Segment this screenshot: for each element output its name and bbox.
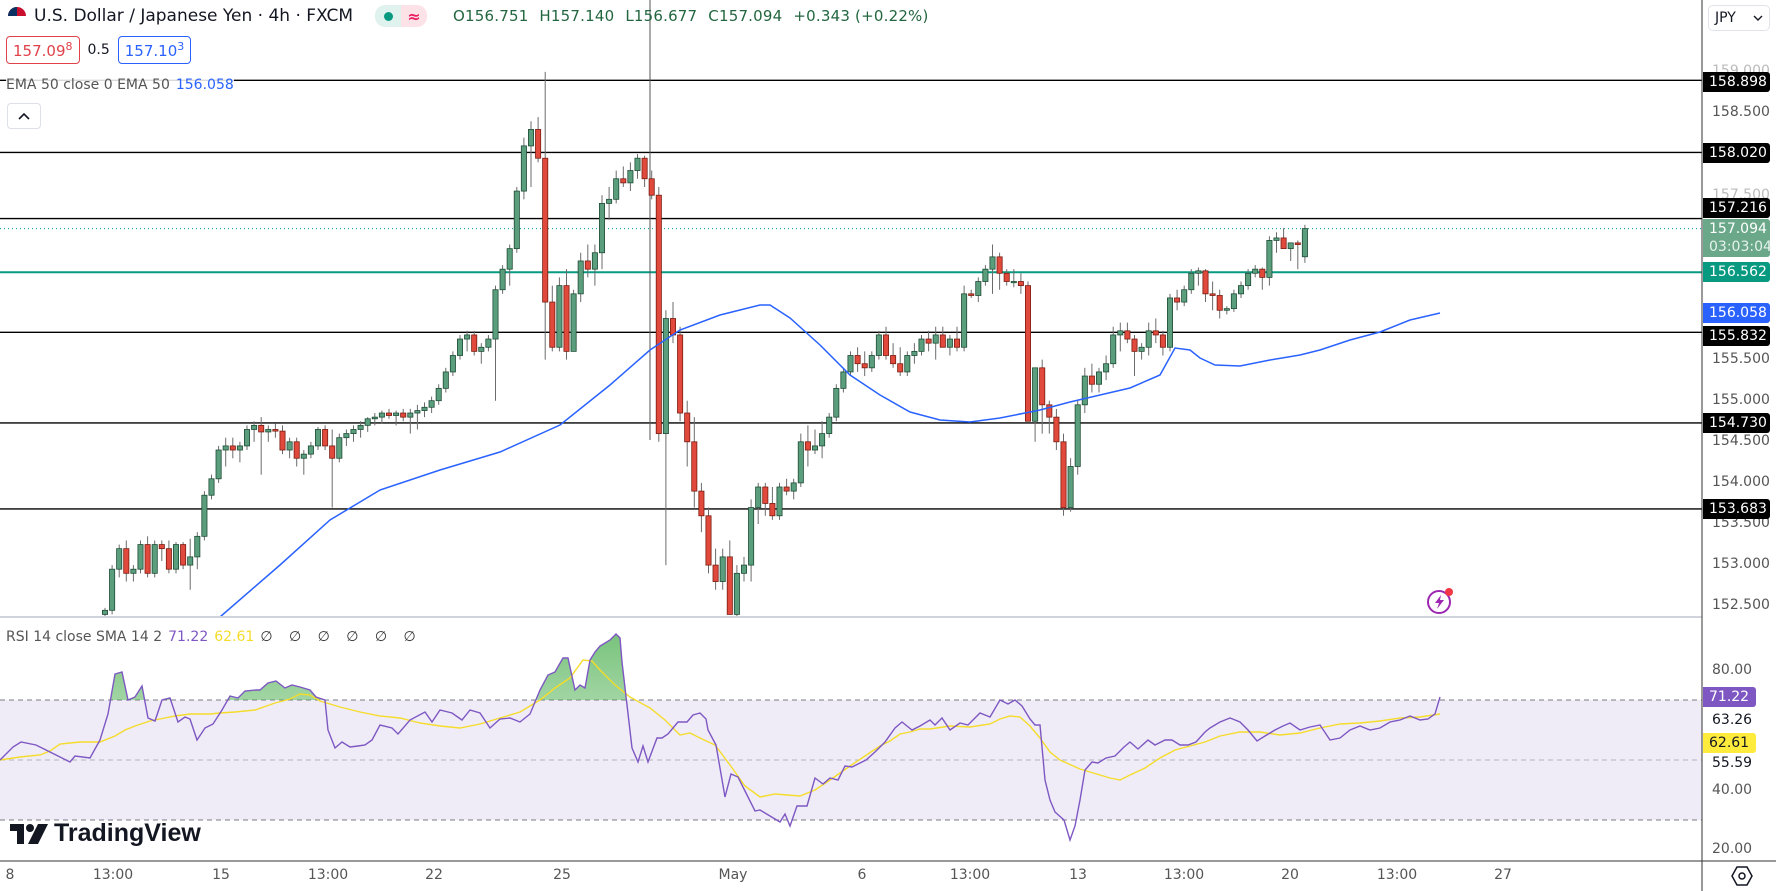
time-tick: 13:00	[307, 867, 349, 883]
symbol-title[interactable]: U.S. Dollar / Japanese Yen · 4h · FXCM	[34, 6, 354, 26]
ohlc-close: C157.094	[708, 7, 783, 25]
market-status[interactable]: ≈	[375, 5, 428, 27]
horizontal-lines	[0, 0, 1702, 510]
currency-selector[interactable]: JPY	[1708, 5, 1770, 31]
time-tick: 13:00	[1163, 867, 1205, 883]
gear-icon[interactable]	[1730, 865, 1754, 887]
rsi-legend[interactable]: RSI 14 close SMA 14 2 71.22 62.61 ∅ ∅ ∅ ∅ ∅…	[6, 629, 422, 645]
lightning-bolt-icon[interactable]	[1425, 586, 1455, 616]
line-price-badge[interactable]: 154.730	[1703, 413, 1770, 433]
time-tick: 13	[1069, 867, 1087, 883]
price-tick: 154.500	[1712, 433, 1770, 449]
collapse-legend-button[interactable]	[7, 103, 41, 129]
line-price-badge[interactable]: 158.020	[1703, 143, 1770, 163]
logo-text: TradingView	[54, 819, 201, 847]
rsi-background-band	[0, 699, 1702, 821]
spread-value: 0.5	[87, 42, 110, 58]
ohlc-values: O156.751 H157.140 L156.677 C157.094 +0.3…	[453, 7, 935, 25]
line-price-badge[interactable]: 155.832	[1703, 326, 1770, 346]
last-price-badge: 157.094 03:03:04	[1703, 219, 1772, 257]
time-tick: 13:00	[949, 867, 991, 883]
time-tick: 15	[212, 867, 230, 883]
symbol-header: U.S. Dollar / Japanese Yen · 4h · FXCM ≈…	[8, 5, 935, 27]
rsi-tick: 40.00	[1712, 782, 1753, 798]
ema-price-badge: 156.058	[1703, 303, 1770, 323]
price-tick: 158.500	[1712, 104, 1770, 120]
rsi-value: 71.22	[168, 629, 209, 645]
time-tick: 27	[1494, 867, 1512, 883]
sell-button[interactable]: 157.098	[6, 36, 80, 64]
ema-line	[219, 304, 1441, 617]
rsi-level: 55.59	[1712, 755, 1753, 771]
currency-value: JPY	[1715, 10, 1736, 26]
teal-line-badge[interactable]: 156.562	[1703, 262, 1770, 282]
ema-label: EMA 50 close 0 EMA 50	[6, 77, 170, 93]
time-tick: 22	[425, 867, 443, 883]
rsi-label: RSI 14 close SMA 14 2	[6, 629, 163, 645]
price-tick: 153.000	[1712, 556, 1770, 572]
buy-button[interactable]: 157.103	[117, 36, 192, 64]
market-open-dot-icon	[375, 5, 402, 27]
candlestick-series	[102, 71, 1308, 617]
price-tick: 154.000	[1712, 474, 1770, 490]
ohlc-high: H157.140	[539, 7, 615, 25]
time-tick: 6	[857, 867, 867, 883]
time-tick: 25	[553, 867, 571, 883]
price-tick: 153.500	[1712, 515, 1770, 531]
price-tick: 155.000	[1712, 392, 1770, 408]
quote-panel: 157.098 0.5 157.103	[6, 36, 192, 64]
rsi-level: 63.26	[1712, 712, 1753, 728]
rsi-tick: 20.00	[1712, 841, 1753, 857]
rsi-lines	[0, 633, 1441, 843]
rsi-sma-value: 62.61	[214, 629, 255, 645]
ohlc-low: L156.677	[625, 7, 698, 25]
rsi-sma-badge: 62.61	[1703, 733, 1756, 753]
time-tick: 8	[5, 867, 15, 883]
line-price-badge[interactable]: 158.898	[1703, 72, 1770, 92]
ohlc-change: +0.343 (+0.22%)	[793, 7, 929, 25]
bar-countdown: 03:03:04	[1709, 239, 1772, 255]
approx-wave-icon: ≈	[401, 5, 428, 27]
rsi-value-badge: 71.22	[1703, 687, 1756, 707]
ohlc-open: O156.751	[453, 7, 529, 25]
chevron-up-icon	[18, 112, 30, 120]
time-tick: 20	[1281, 867, 1299, 883]
tradingview-logo-icon	[10, 823, 48, 844]
line-price-badge[interactable]: 153.683	[1703, 499, 1770, 519]
rsi-empty-values: ∅ ∅ ∅ ∅ ∅ ∅	[260, 629, 422, 645]
price-tick: 155.500	[1712, 351, 1770, 367]
time-tick: May	[718, 867, 748, 883]
chevron-down-icon	[1753, 15, 1763, 21]
price-tick: 152.500	[1712, 597, 1770, 613]
line-price-badge[interactable]: 157.216	[1703, 198, 1770, 218]
tradingview-logo[interactable]: TradingView	[10, 819, 201, 848]
ema-legend[interactable]: EMA 50 close 0 EMA 50 156.058	[6, 77, 234, 93]
time-tick: 13:00	[92, 867, 134, 883]
us-flag-icon	[8, 7, 26, 25]
rsi-tick: 80.00	[1712, 662, 1753, 678]
ema-value: 156.058	[175, 77, 234, 93]
time-tick: 13:00	[1376, 867, 1418, 883]
